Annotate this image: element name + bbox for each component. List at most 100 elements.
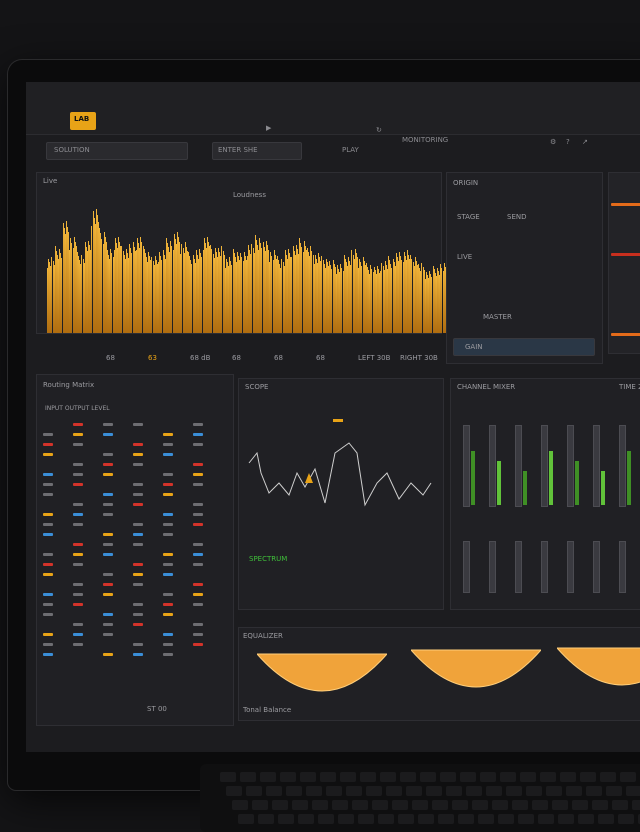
matrix-cell[interactable] bbox=[73, 433, 83, 436]
matrix-cell[interactable] bbox=[133, 603, 143, 606]
matrix-cell[interactable] bbox=[43, 603, 53, 606]
matrix-cell[interactable] bbox=[103, 553, 113, 556]
matrix-cell[interactable] bbox=[133, 423, 143, 426]
matrix-cell[interactable] bbox=[133, 523, 143, 526]
matrix-cell[interactable] bbox=[43, 653, 53, 656]
matrix-cell[interactable] bbox=[133, 583, 143, 586]
channel-strips[interactable] bbox=[455, 401, 640, 601]
matrix-cell[interactable] bbox=[73, 633, 83, 636]
matrix-cell[interactable] bbox=[43, 573, 53, 576]
channel-fader[interactable] bbox=[463, 425, 470, 507]
matrix-cell[interactable] bbox=[103, 653, 113, 656]
matrix-cell[interactable] bbox=[193, 433, 203, 436]
matrix-cell[interactable] bbox=[43, 643, 53, 646]
channel-fader[interactable] bbox=[593, 425, 600, 507]
matrix-cell[interactable] bbox=[103, 583, 113, 586]
matrix-cell[interactable] bbox=[163, 603, 173, 606]
matrix-cell[interactable] bbox=[133, 483, 143, 486]
matrix-cell[interactable] bbox=[133, 653, 143, 656]
matrix-cell[interactable] bbox=[73, 593, 83, 596]
matrix-cell[interactable] bbox=[163, 453, 173, 456]
matrix-cell[interactable] bbox=[133, 463, 143, 466]
matrix-cell[interactable] bbox=[193, 583, 203, 586]
matrix-cell[interactable] bbox=[43, 613, 53, 616]
matrix-cell[interactable] bbox=[73, 443, 83, 446]
matrix-cell[interactable] bbox=[133, 443, 143, 446]
matrix-cell[interactable] bbox=[133, 503, 143, 506]
matrix-cell[interactable] bbox=[163, 513, 173, 516]
aux-fader[interactable] bbox=[515, 541, 522, 593]
side-item-master[interactable]: MASTER bbox=[483, 313, 512, 321]
side-item-send[interactable]: SEND bbox=[507, 213, 527, 221]
matrix-cell[interactable] bbox=[133, 573, 143, 576]
matrix-cell[interactable] bbox=[133, 533, 143, 536]
transport-selector[interactable] bbox=[46, 142, 188, 160]
aux-fader[interactable] bbox=[567, 541, 574, 593]
matrix-cell[interactable] bbox=[193, 483, 203, 486]
matrix-cell[interactable] bbox=[163, 523, 173, 526]
gain-row[interactable] bbox=[453, 338, 595, 356]
matrix-cell[interactable] bbox=[73, 463, 83, 466]
matrix-cell[interactable] bbox=[193, 553, 203, 556]
channel-fader[interactable] bbox=[515, 425, 522, 507]
channel-fader[interactable] bbox=[489, 425, 496, 507]
eq-curve-3[interactable] bbox=[557, 642, 640, 702]
matrix-cell[interactable] bbox=[43, 533, 53, 536]
matrix-cell[interactable] bbox=[133, 453, 143, 456]
matrix-cell[interactable] bbox=[73, 623, 83, 626]
matrix-cell[interactable] bbox=[193, 643, 203, 646]
aux-fader[interactable] bbox=[593, 541, 600, 593]
aux-fader[interactable] bbox=[463, 541, 470, 593]
settings-icon[interactable]: ⚙ bbox=[550, 138, 557, 146]
matrix-cell[interactable] bbox=[73, 513, 83, 516]
matrix-cell[interactable] bbox=[103, 633, 113, 636]
matrix-cell[interactable] bbox=[43, 563, 53, 566]
matrix-cell[interactable] bbox=[103, 623, 113, 626]
loop-icon[interactable]: ↻ bbox=[376, 126, 382, 134]
side-item-stage[interactable]: STAGE bbox=[457, 213, 480, 221]
matrix-cell[interactable] bbox=[193, 513, 203, 516]
matrix-cell[interactable] bbox=[193, 623, 203, 626]
matrix-cell[interactable] bbox=[163, 483, 173, 486]
matrix-cell[interactable] bbox=[43, 433, 53, 436]
matrix-cell[interactable] bbox=[103, 433, 113, 436]
matrix-cell[interactable] bbox=[193, 503, 203, 506]
matrix-cell[interactable] bbox=[193, 563, 203, 566]
matrix-cell[interactable] bbox=[43, 493, 53, 496]
matrix-cell[interactable] bbox=[193, 463, 203, 466]
matrix-cell[interactable] bbox=[163, 633, 173, 636]
matrix-cell[interactable] bbox=[73, 523, 83, 526]
matrix-cell[interactable] bbox=[43, 633, 53, 636]
matrix-cell[interactable] bbox=[103, 573, 113, 576]
matrix-cell[interactable] bbox=[103, 533, 113, 536]
help-icon[interactable]: ? bbox=[566, 138, 570, 146]
aux-fader[interactable] bbox=[619, 541, 626, 593]
matrix-cell[interactable] bbox=[193, 593, 203, 596]
matrix-cell[interactable] bbox=[193, 523, 203, 526]
matrix-cell[interactable] bbox=[73, 543, 83, 546]
matrix-cell[interactable] bbox=[103, 613, 113, 616]
channel-fader[interactable] bbox=[619, 425, 626, 507]
matrix-cell[interactable] bbox=[133, 613, 143, 616]
matrix-cell[interactable] bbox=[103, 543, 113, 546]
matrix-cell[interactable] bbox=[133, 563, 143, 566]
control-selector[interactable] bbox=[212, 142, 302, 160]
matrix-cell[interactable] bbox=[133, 643, 143, 646]
play-icon[interactable]: ▶ bbox=[266, 124, 272, 132]
aux-fader[interactable] bbox=[489, 541, 496, 593]
matrix-cell[interactable] bbox=[163, 553, 173, 556]
matrix-cell[interactable] bbox=[163, 653, 173, 656]
matrix-cell[interactable] bbox=[43, 473, 53, 476]
matrix-cell[interactable] bbox=[73, 553, 83, 556]
matrix-cell[interactable] bbox=[73, 603, 83, 606]
matrix-cell[interactable] bbox=[193, 443, 203, 446]
matrix-cell[interactable] bbox=[163, 443, 173, 446]
matrix-cell[interactable] bbox=[193, 473, 203, 476]
matrix-cell[interactable] bbox=[103, 503, 113, 506]
matrix-cell[interactable] bbox=[163, 473, 173, 476]
matrix-cell[interactable] bbox=[133, 543, 143, 546]
matrix-cell[interactable] bbox=[73, 583, 83, 586]
matrix-cell[interactable] bbox=[163, 593, 173, 596]
matrix-cell[interactable] bbox=[163, 613, 173, 616]
matrix-cell[interactable] bbox=[103, 453, 113, 456]
